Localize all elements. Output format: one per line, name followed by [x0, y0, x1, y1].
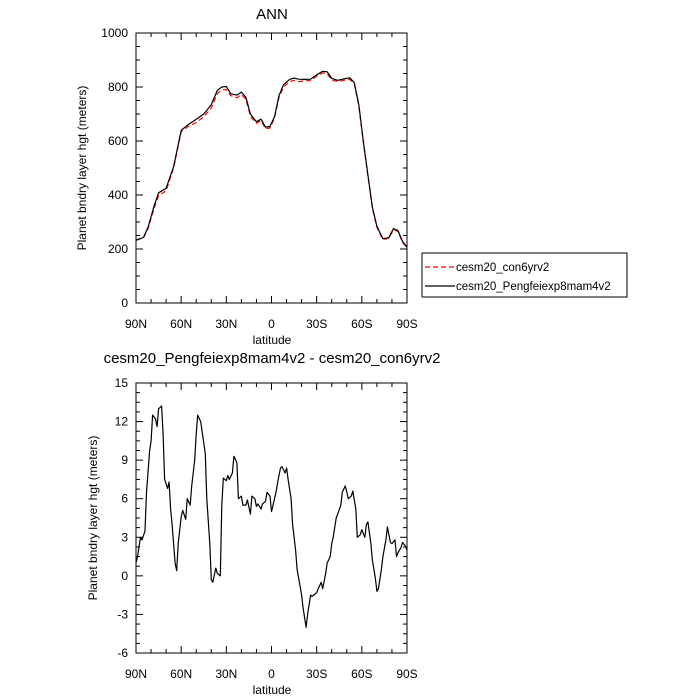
x-tick-label: 30N: [215, 317, 237, 331]
bottom-plot-x-axis-label: latitude: [253, 683, 292, 697]
legend-label-con6yrv2: cesm20_con6yrv2: [456, 262, 549, 274]
x-tick-label: 0: [268, 317, 275, 331]
y-tick-label: -3: [117, 607, 128, 621]
series-line-difference: [135, 405, 408, 628]
bottom-plot-series-group: [135, 405, 408, 628]
y-tick-label: 1000: [101, 26, 128, 40]
x-tick-label: 90S: [396, 317, 417, 331]
y-tick-label: 400: [108, 188, 128, 202]
y-tick-label: 0: [121, 296, 128, 310]
x-tick-label: 90N: [125, 667, 147, 681]
legend-box: [421, 252, 628, 298]
y-tick-label: 800: [108, 80, 128, 94]
y-tick-label: 3: [121, 530, 128, 544]
x-tick-label: 60S: [351, 317, 372, 331]
x-tick-label: 90S: [396, 667, 417, 681]
x-tick-label: 60N: [170, 317, 192, 331]
top-plot-title: ANN: [256, 6, 288, 23]
y-tick-label: 6: [121, 492, 128, 506]
top-plot-series-group: [135, 70, 408, 249]
y-tick-label: 15: [115, 376, 129, 390]
bottom-plot-ticks: 90N 60N 30N 0 30S 60S 90S -6 -3 0 3 6 9 12 15: [115, 376, 418, 681]
x-tick-label: 30S: [306, 317, 327, 331]
top-plot-x-axis-label: latitude: [253, 333, 292, 347]
top-plot-ticks: 90N 60N 30N 0 30S 60S 90S 0 200 400 600 800 1000: [101, 26, 417, 331]
y-tick-label: 0: [121, 569, 128, 583]
x-tick-label: 60N: [170, 667, 192, 681]
top-plot-frame: [135, 32, 408, 304]
bottom-plot-frame: [135, 382, 408, 654]
top-panel: ANN 90N 60N 30N 0 30S 60S 90S 0 200 400 600 800 1000…: [75, 6, 628, 347]
y-tick-label: 12: [115, 415, 129, 429]
series-line-cesm20-pengfeiexp8mam4v2: [135, 70, 408, 248]
bottom-plot-title: cesm20_Pengfeiexp8mam4v2 - cesm20_con6yr…: [104, 350, 441, 367]
x-tick-label: 90N: [125, 317, 147, 331]
x-tick-label: 0: [268, 667, 275, 681]
x-tick-label: 30N: [215, 667, 237, 681]
bottom-panel: cesm20_Pengfeiexp8mam4v2 - cesm20_con6yr…: [86, 350, 440, 697]
x-tick-label: 60S: [351, 667, 372, 681]
legend-label-pengfei: cesm20_Pengfeiexp8mam4v2: [456, 281, 611, 293]
y-tick-label: 9: [121, 453, 128, 467]
y-tick-label: 200: [108, 242, 128, 256]
top-plot-y-axis-label: Planet bndry layer hgt (meters): [75, 86, 89, 251]
y-tick-label: -6: [117, 646, 128, 660]
bottom-plot-y-axis-label: Planet bndry layer hgt (meters): [86, 436, 100, 601]
x-tick-label: 30S: [306, 667, 327, 681]
y-tick-label: 600: [108, 134, 128, 148]
legend: cesm20_con6yrv2 cesm20_Pengfeiexp8mam4v2: [421, 252, 628, 298]
